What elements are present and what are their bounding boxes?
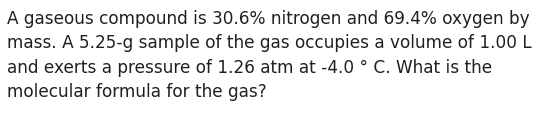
Text: A gaseous compound is 30.6% nitrogen and 69.4% oxygen by
mass. A 5.25-g sample o: A gaseous compound is 30.6% nitrogen and… — [7, 10, 532, 101]
